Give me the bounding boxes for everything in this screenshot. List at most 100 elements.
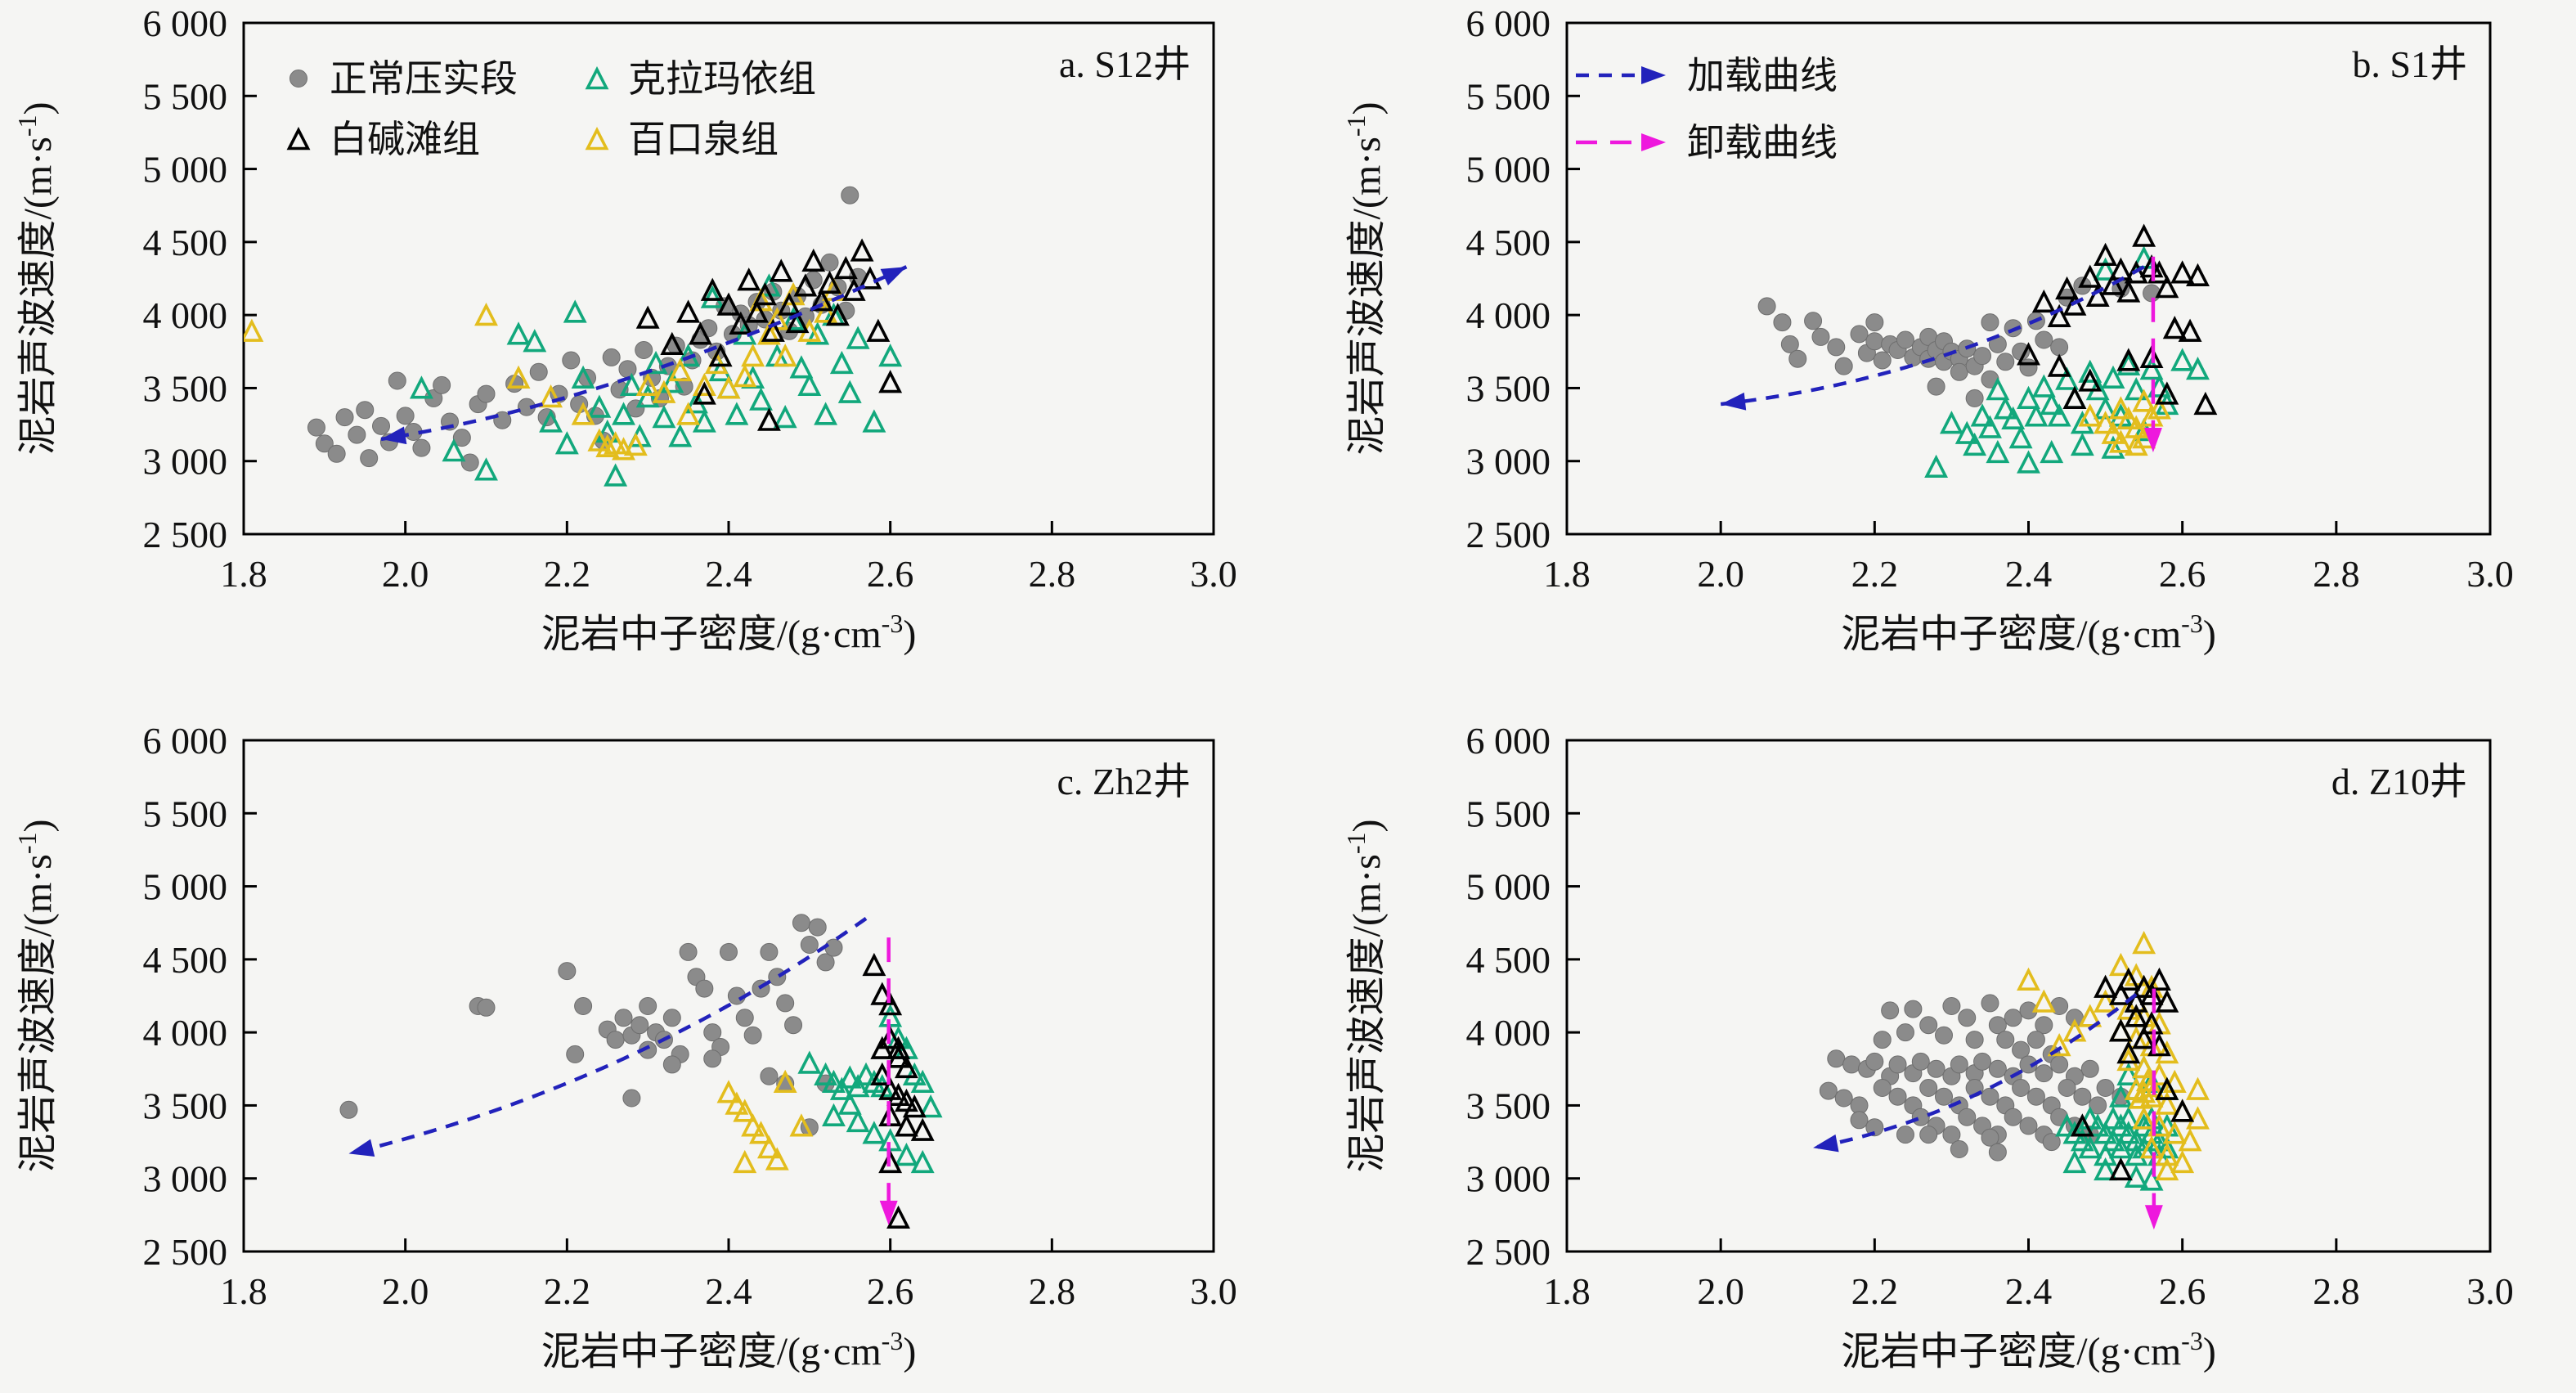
panel-title: a. S12井 xyxy=(1059,43,1191,85)
legend-item-label: 白碱滩组 xyxy=(330,119,480,160)
y-tick-label: 3 000 xyxy=(1466,1158,1551,1200)
x-tick-label: 3.0 xyxy=(2466,553,2514,595)
y-tick-label: 3 000 xyxy=(143,441,228,483)
x-axis-title: 泥岩中子密度/(g·cm-3) xyxy=(1841,1326,2216,1373)
x-tick-label: 2.0 xyxy=(382,553,429,595)
series-baijiantan-points xyxy=(635,238,903,431)
panel-a: 1.8 2.0 2.2 2.4 2.6 2.8 3.0 2 500 3 000 3 500 4 00… xyxy=(12,2,1237,656)
x-tick-label: 2.4 xyxy=(705,1270,752,1312)
x-tick-label: 2.4 xyxy=(2005,1270,2053,1312)
panel-title: c. Zh2井 xyxy=(1057,761,1191,802)
x-tick-label: 2.8 xyxy=(1029,553,1076,595)
y-tick-label: 5 500 xyxy=(143,793,228,834)
x-tick-label: 3.0 xyxy=(2466,1270,2514,1312)
legend-item-label: 克拉玛依组 xyxy=(628,58,816,100)
x-tick-label: 2.0 xyxy=(1697,553,1744,595)
series-kelamayi-points xyxy=(409,273,903,487)
x-tick-label: 2.0 xyxy=(382,1270,429,1312)
y-tick-label: 6 000 xyxy=(143,720,228,762)
series-baikouquan-points xyxy=(2078,389,2171,456)
y-tick-label: 2 500 xyxy=(1466,514,1551,555)
y-tick-label: 4 500 xyxy=(1466,939,1551,981)
y-tick-label: 4 000 xyxy=(1466,1012,1551,1054)
x-tick-label: 2.4 xyxy=(705,553,752,595)
y-tick-label: 5 500 xyxy=(1466,75,1551,117)
panel-title: d. Z10井 xyxy=(2331,761,2467,802)
series-normal-points xyxy=(1819,994,2130,1162)
x-tick-label: 2.8 xyxy=(1029,1270,1076,1312)
legend-item-label: 正常压实段 xyxy=(330,58,518,100)
panel-b: 1.8 2.0 2.2 2.4 2.6 2.8 3.0 2 500 3 000 3 500 4 00… xyxy=(1341,2,2514,656)
y-axis-title: 泥岩声波速度/(m·s-1) xyxy=(12,820,60,1173)
panel-c: 1.8 2.0 2.2 2.4 2.6 2.8 3.0 2 500 3 000 3 500 4 00… xyxy=(12,720,1237,1373)
x-axis-title: 泥岩中子密度/(g·cm-3) xyxy=(1841,609,2216,656)
series-normal-points xyxy=(339,914,843,1137)
y-tick-label: 4 500 xyxy=(1466,222,1551,263)
y-tick-label: 2 500 xyxy=(1466,1231,1551,1273)
x-ticks: 1.8 2.0 2.2 2.4 2.6 2.8 3.0 xyxy=(1543,1238,2514,1312)
x-tick-label: 2.8 xyxy=(2313,1270,2360,1312)
x-tick-label: 2.8 xyxy=(2313,553,2360,595)
series-normal-points xyxy=(1757,276,2161,407)
x-tick-label: 1.8 xyxy=(220,553,267,595)
x-ticks: 1.8 2.0 2.2 2.4 2.6 2.8 3.0 xyxy=(220,521,1237,595)
y-ticks: 2 500 3 000 3 500 4 000 4 500 5 000 5 500 6 000 xyxy=(143,2,257,555)
x-tick-label: 2.4 xyxy=(2005,553,2053,595)
x-axis-title: 泥岩中子密度/(g·cm-3) xyxy=(541,609,917,656)
y-tick-label: 3 500 xyxy=(1466,367,1551,409)
x-tick-label: 1.8 xyxy=(220,1270,267,1312)
y-ticks: 2 500 3 000 3 500 4 000 4 500 5 000 5 500 6 000 xyxy=(1466,2,1580,555)
y-tick-label: 3 500 xyxy=(1466,1085,1551,1126)
x-tick-label: 2.6 xyxy=(2159,553,2206,595)
series-baikouquan-points xyxy=(716,1069,814,1174)
x-ticks: 1.8 2.0 2.2 2.4 2.6 2.8 3.0 xyxy=(220,1238,1237,1312)
y-tick-label: 6 000 xyxy=(1466,720,1551,762)
x-tick-label: 2.6 xyxy=(2159,1270,2206,1312)
loading-curve xyxy=(348,917,868,1156)
series-kelamayi-points xyxy=(1924,245,2210,478)
panel-d: 1.8 2.0 2.2 2.4 2.6 2.8 3.0 2 500 3 000 3 500 4 00… xyxy=(1341,720,2514,1373)
y-tick-label: 5 000 xyxy=(1466,149,1551,191)
y-tick-label: 2 500 xyxy=(143,514,228,555)
plot-border xyxy=(1565,739,2492,1253)
y-tick-label: 4 000 xyxy=(1466,294,1551,336)
y-tick-label: 4 500 xyxy=(143,939,228,981)
y-tick-label: 5 000 xyxy=(143,866,228,908)
plot-border xyxy=(1565,21,2492,536)
x-tick-label: 2.6 xyxy=(867,1270,914,1312)
y-tick-label: 5 000 xyxy=(1466,866,1551,908)
y-tick-label: 5 000 xyxy=(143,149,228,191)
y-axis-title: 泥岩声波速度/(m·s-1) xyxy=(1341,102,1389,456)
legend-item-label: 百口泉组 xyxy=(628,119,779,160)
x-tick-label: 2.2 xyxy=(1851,1270,1899,1312)
y-tick-label: 3 000 xyxy=(1466,441,1551,483)
y-tick-label: 5 500 xyxy=(1466,793,1551,834)
y-ticks: 2 500 3 000 3 500 4 000 4 500 5 000 5 500 6 000 xyxy=(143,720,257,1273)
y-tick-label: 3 000 xyxy=(143,1158,228,1200)
y-tick-label: 4 000 xyxy=(143,294,228,336)
y-axis-title: 泥岩声波速度/(m·s-1) xyxy=(12,102,60,456)
x-tick-label: 3.0 xyxy=(1190,553,1237,595)
y-tick-label: 4 000 xyxy=(143,1012,228,1054)
y-tick-label: 3 500 xyxy=(143,1085,228,1126)
x-tick-label: 1.8 xyxy=(1543,553,1591,595)
y-ticks: 2 500 3 000 3 500 4 000 4 500 5 000 5 500 6 000 xyxy=(1466,720,1580,1273)
loading-curve xyxy=(380,265,908,442)
x-axis-title: 泥岩中子密度/(g·cm-3) xyxy=(541,1326,917,1373)
legend-item-label: 卸载曲线 xyxy=(1687,122,1838,164)
y-tick-label: 5 500 xyxy=(143,75,228,117)
x-tick-label: 1.8 xyxy=(1543,1270,1591,1312)
x-tick-label: 2.6 xyxy=(867,553,914,595)
panel-title: b. S1井 xyxy=(2352,43,2467,85)
x-tick-label: 2.0 xyxy=(1697,1270,1744,1312)
y-tick-label: 2 500 xyxy=(143,1231,228,1273)
x-tick-label: 2.2 xyxy=(1851,553,1899,595)
y-tick-label: 6 000 xyxy=(143,2,228,44)
y-tick-label: 4 500 xyxy=(143,222,228,263)
loading-curve xyxy=(1812,992,2138,1150)
y-axis-title: 泥岩声波速度/(m·s-1) xyxy=(1341,820,1389,1173)
y-tick-label: 3 500 xyxy=(143,367,228,409)
x-tick-label: 2.2 xyxy=(544,1270,591,1312)
